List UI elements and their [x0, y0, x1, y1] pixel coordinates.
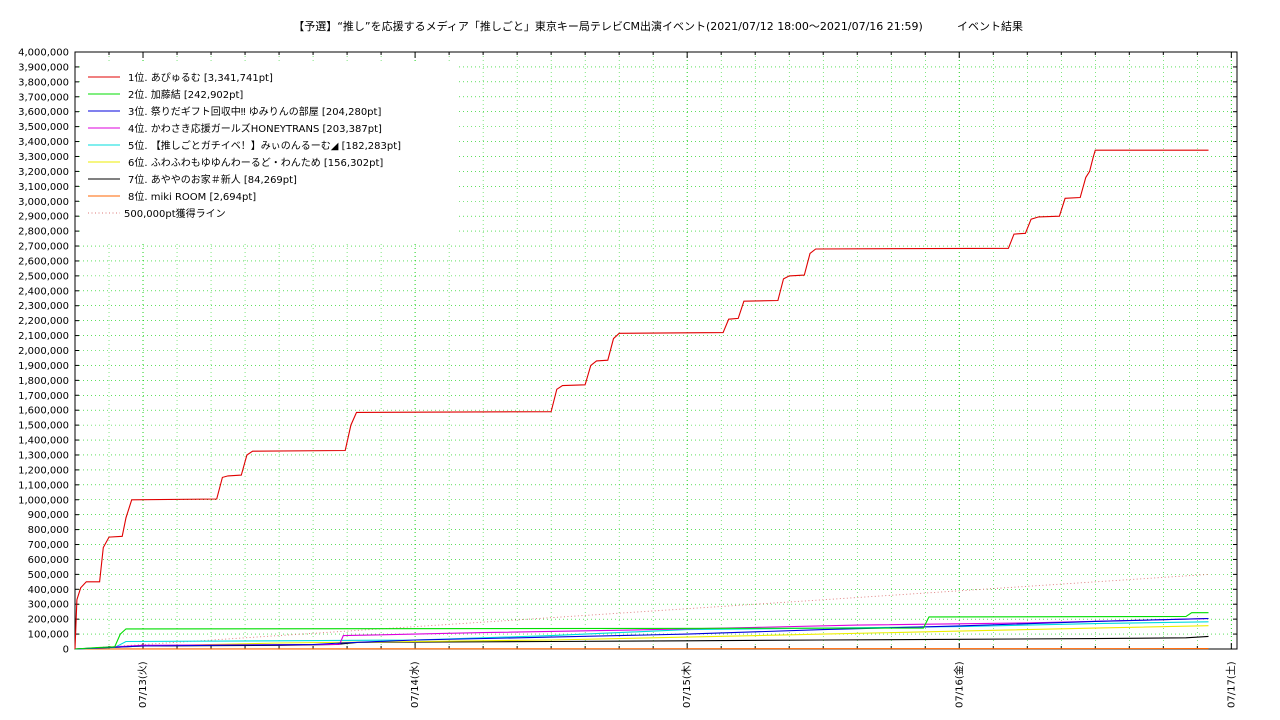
legend-entry: 7位. あややのお家＃新人 [84,269pt]: [128, 173, 297, 186]
y-tick-label: 1,500,000: [18, 421, 69, 432]
x-tick-label: 07/16(金): [952, 661, 965, 708]
y-tick-label: 2,800,000: [18, 227, 69, 238]
series-lines: [74, 149, 1209, 650]
y-tick-label: 1,600,000: [18, 406, 69, 417]
y-axis: 0 100,000 200,000 300,000 400,000 500,000 600,…: [18, 48, 1237, 656]
legend: 1位. あぴゅるむ [3,341,741pt] 2位. 加藤結 [242,902p…: [80, 62, 458, 242]
y-tick-label: 600,000: [28, 555, 69, 566]
y-tick-label: 2,000,000: [18, 346, 69, 357]
x-tick-label: 07/17(土): [1224, 661, 1237, 708]
series-line: [74, 621, 1209, 650]
series-line: [74, 612, 1209, 650]
y-tick-label: 200,000: [28, 615, 69, 626]
y-tick-label: 2,700,000: [18, 242, 69, 253]
x-tick-label: 07/13(火): [137, 661, 149, 708]
y-tick-label: 3,300,000: [18, 152, 69, 163]
x-tick-label: 07/14(水): [409, 661, 421, 708]
y-tick-label: 100,000: [28, 630, 69, 641]
legend-entry: 2位. 加藤結 [242,902pt]: [128, 88, 243, 101]
y-tick-label: 3,900,000: [18, 62, 69, 73]
y-tick-label: 3,700,000: [18, 92, 69, 103]
y-tick-label: 2,100,000: [18, 331, 69, 342]
y-tick-label: 400,000: [28, 585, 69, 596]
y-tick-label: 2,500,000: [18, 271, 69, 282]
legend-entry: 500,000pt獲得ライン: [124, 207, 226, 220]
legend-entry: 1位. あぴゅるむ [3,341,741pt]: [128, 71, 273, 84]
y-tick-label: 2,600,000: [18, 256, 69, 267]
legend-entry: 3位. 祭りだギフト回収中‼ ゆみりんの部屋 [204,280pt]: [128, 105, 381, 118]
y-tick-label: 1,300,000: [18, 450, 69, 461]
y-tick-label: 1,000,000: [18, 495, 69, 506]
y-tick-label: 4,000,000: [18, 48, 69, 59]
x-tick-label: 07/15(木): [681, 661, 693, 708]
y-tick-label: 2,300,000: [18, 301, 69, 312]
y-tick-label: 3,200,000: [18, 167, 69, 178]
legend-entry: 5位. 【推しごとガチイベ！】みぃのんるーむ◢ [182,283pt]: [128, 139, 401, 152]
y-tick-label: 3,800,000: [18, 77, 69, 88]
legend-entry: 4位. かわさき応援ガールズHONEYTRANS [203,387pt]: [128, 122, 382, 135]
y-tick-label: 500,000: [28, 570, 69, 581]
y-tick-label: 1,200,000: [18, 465, 69, 476]
y-tick-label: 1,700,000: [18, 391, 69, 402]
series-line: [74, 573, 1209, 650]
y-tick-label: 3,400,000: [18, 137, 69, 148]
y-tick-label: 900,000: [28, 510, 69, 521]
y-tick-label: 800,000: [28, 525, 69, 536]
y-tick-label: 2,200,000: [18, 316, 69, 327]
y-tick-label: 0: [63, 645, 69, 656]
y-tick-label: 2,900,000: [18, 212, 69, 223]
y-tick-label: 300,000: [28, 600, 69, 611]
y-tick-label: 1,800,000: [18, 376, 69, 387]
y-tick-label: 3,100,000: [18, 182, 69, 193]
chart-subtitle: イベント結果: [957, 19, 1023, 33]
legend-entry: 8位. miki ROOM [2,694pt]: [128, 190, 256, 203]
y-tick-label: 1,900,000: [18, 361, 69, 372]
y-tick-label: 1,400,000: [18, 436, 69, 447]
legend-background: [80, 62, 458, 242]
y-tick-label: 700,000: [28, 540, 69, 551]
series-line: [74, 617, 1209, 650]
y-tick-label: 3,000,000: [18, 197, 69, 208]
y-tick-label: 2,400,000: [18, 286, 69, 297]
legend-entry: 6位. ふわふわもゆゆんわーるど・わんため [156,302pt]: [128, 156, 383, 169]
y-tick-label: 3,500,000: [18, 122, 69, 133]
chart-title: 【予選】“推し”を応援するメディア「推しごと」東京キー局テレビCM出演イベント(…: [293, 19, 923, 33]
grid: [75, 52, 1237, 649]
series-line: [74, 149, 1209, 650]
y-tick-label: 3,600,000: [18, 107, 69, 118]
y-tick-label: 1,100,000: [18, 480, 69, 491]
